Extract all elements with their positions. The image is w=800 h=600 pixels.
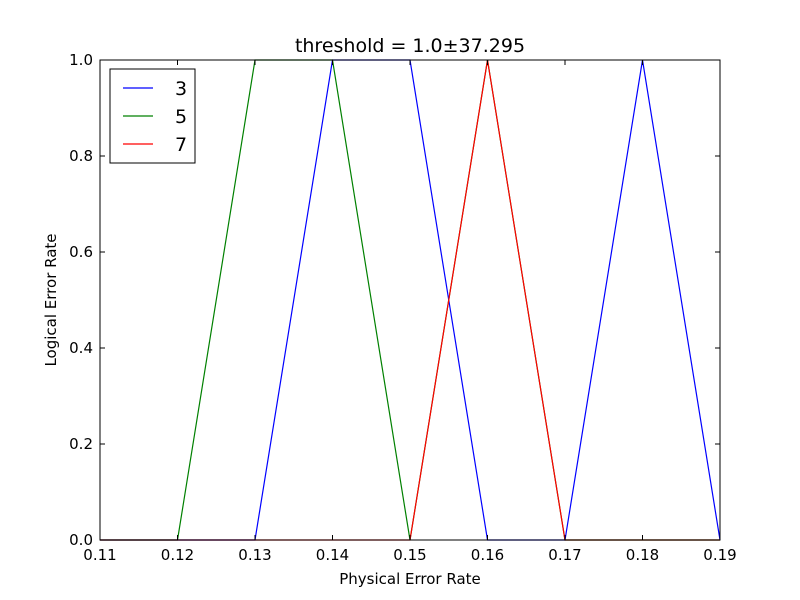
x-tick-label: 0.13 <box>238 546 271 564</box>
x-tick-label: 0.15 <box>393 546 426 564</box>
plot-area <box>100 60 720 540</box>
legend-label-7: 7 <box>175 134 187 156</box>
x-tick-label: 0.17 <box>548 546 581 564</box>
x-tick-label: 0.14 <box>316 546 349 564</box>
legend: 3 5 7 <box>109 68 196 164</box>
x-tick-label: 0.18 <box>626 546 659 564</box>
x-tick-label: 0.16 <box>471 546 504 564</box>
y-tick-label: 1.0 <box>69 51 93 69</box>
y-tick-label: 0.8 <box>69 147 93 165</box>
y-axis-label: Logical Error Rate <box>42 233 60 366</box>
legend-label-3: 3 <box>175 78 187 100</box>
x-tick-label: 0.12 <box>161 546 194 564</box>
y-tick-label: 0.4 <box>69 339 93 357</box>
y-tick-label: 0.6 <box>69 243 93 261</box>
x-axis-label: Physical Error Rate <box>339 570 481 588</box>
tick-layer: 0.11 0.12 0.13 0.14 0.15 0.16 0.17 0.18 0.19 0.0 0… <box>69 51 737 564</box>
x-tick-label: 0.11 <box>83 546 116 564</box>
chart-title: threshold = 1.0±37.295 <box>295 35 525 57</box>
x-tick-label: 0.19 <box>703 546 736 564</box>
legend-label-5: 5 <box>175 106 187 128</box>
y-tick-label: 0.0 <box>69 531 93 549</box>
y-tick-label: 0.2 <box>69 435 93 453</box>
